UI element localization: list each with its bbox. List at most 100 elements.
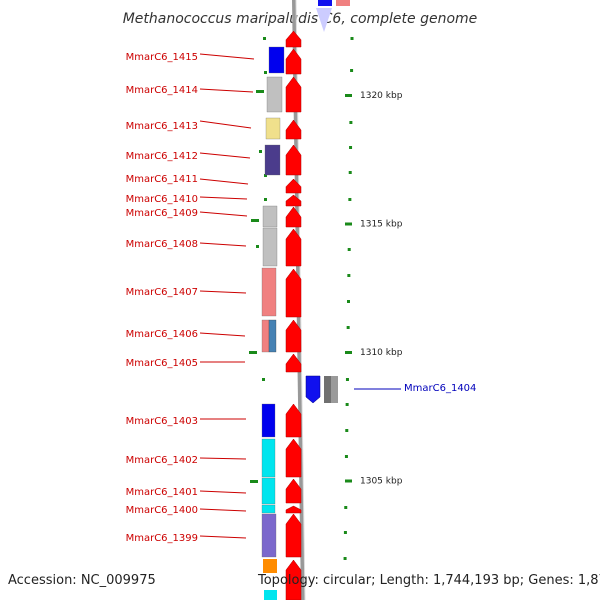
scale-tick-minor: [262, 378, 265, 381]
category-box-MmarC6_1401: [261, 477, 276, 505]
gene-label-MmarC6_1402: MmarC6_1402: [126, 455, 198, 466]
gene-label-MmarC6_1403: MmarC6_1403: [126, 416, 198, 427]
scale-tick-minor-long: [251, 219, 259, 222]
gene-label-MmarC6_1399: MmarC6_1399: [126, 533, 198, 544]
scale-tick-minor: [348, 198, 352, 201]
leader-line: [199, 457, 247, 460]
scale-tick-label: 1310 kbp: [360, 348, 403, 358]
category-box-MmarC6_1412: [264, 144, 281, 176]
gene-label-MmarC6_1406: MmarC6_1406: [126, 329, 198, 340]
gene-arrow-17: [285, 559, 302, 600]
category-box-MmarC6_1404-b: [331, 376, 338, 403]
scale-tick-minor: [345, 403, 349, 406]
gene-arrow-7: [285, 206, 302, 228]
gene-arrow-1: [285, 48, 302, 75]
scale-tick-major: [345, 222, 352, 226]
scale-tick-minor: [350, 69, 354, 72]
category-box-MmarC6_1399: [261, 513, 277, 558]
category-box-MmarC6_1406-b: [268, 319, 277, 353]
scale-tick-minor: [345, 378, 349, 381]
category-box-MmarC6_1400: [261, 504, 276, 514]
gene-label-MmarC6_1413: MmarC6_1413: [126, 121, 198, 132]
top-feature-arrow: [316, 8, 332, 32]
scale-tick-minor: [348, 171, 352, 174]
category-box-MmarC6_1402: [261, 438, 276, 478]
leader-line: [199, 152, 251, 159]
leader-line: [199, 290, 247, 294]
leader-line: [199, 178, 249, 185]
scale-tick-minor: [343, 557, 347, 560]
scale-tick-minor: [264, 198, 267, 201]
leader-line: [199, 535, 247, 539]
gene-arrow-5: [285, 178, 302, 194]
gene-arrow-MmarC6_1404: [305, 375, 321, 404]
scale-tick-minor: [343, 531, 347, 534]
category-box-MmarC6_1413: [265, 117, 281, 140]
gene-labels: MmarC6_1415 MmarC6_1414 MmarC6_1413 MmarC6_…: [126, 52, 477, 544]
leader-line: [199, 120, 252, 129]
gene-label-MmarC6_1411: MmarC6_1411: [126, 174, 198, 185]
gene-label-MmarC6_1404: MmarC6_1404: [404, 383, 476, 394]
gene-label-MmarC6_1400: MmarC6_1400: [126, 505, 198, 516]
scale-tick-minor: [347, 300, 350, 303]
category-box-orange: [263, 559, 277, 573]
scale-tick-minor: [347, 274, 351, 277]
scale-tick-minor: [350, 37, 354, 40]
leader-line: [199, 332, 246, 337]
scale-tick-minor: [346, 326, 350, 329]
gene-arrow-8: [285, 228, 302, 267]
scale-tick-minor: [347, 248, 351, 251]
gene-label-MmarC6_1414: MmarC6_1414: [126, 85, 198, 96]
gene-label-MmarC6_1410: MmarC6_1410: [126, 194, 198, 205]
scale-tick-minor-long: [249, 351, 257, 354]
scale-tick-minor-long: [256, 90, 264, 93]
gene-arrow-6: [285, 194, 302, 207]
gene-arrow-16: [285, 513, 302, 558]
category-box-MmarC6_1408: [262, 227, 278, 267]
category-box-MmarC6_1414: [266, 76, 283, 113]
category-box-MmarC6_1407: [261, 267, 277, 317]
category-box-cyan-bottom: [264, 590, 277, 600]
category-box-MmarC6_1409: [262, 205, 278, 228]
scale-tick-minor-long: [250, 480, 258, 483]
gene-arrow-12: [285, 403, 302, 438]
category-box-MmarC6_1406: [261, 319, 270, 353]
top-feature-pink: [336, 0, 350, 6]
gene-label-MmarC6_1415: MmarC6_1415: [126, 52, 198, 63]
gene-label-MmarC6_1412: MmarC6_1412: [126, 151, 198, 162]
leader-line: [199, 490, 247, 494]
scale-tick-minor: [344, 506, 348, 509]
scale-tick-major: [345, 351, 352, 354]
category-box-MmarC6_1404-a: [324, 376, 331, 403]
scale-tick-label: 1305 kbp: [360, 477, 403, 487]
gene-label-MmarC6_1407: MmarC6_1407: [126, 287, 198, 298]
leader-line: [199, 508, 247, 512]
leader-line: [199, 211, 248, 217]
scale-tick-minor: [344, 455, 348, 458]
accession-text: Accession: NC_009975: [8, 573, 156, 588]
gene-label-MmarC6_1409: MmarC6_1409: [126, 208, 198, 219]
leader-line: [199, 53, 255, 60]
category-box-MmarC6_1415: [268, 46, 285, 74]
map-title: Methanococcus maripaludis C6, complete g…: [123, 11, 478, 27]
top-feature-blue: [318, 0, 332, 6]
scale-tick-minor: [264, 71, 267, 74]
gene-arrow-13: [285, 438, 302, 478]
scale-tick-minor: [349, 121, 353, 124]
category-box-MmarC6_1403: [261, 403, 276, 438]
leader-line: [199, 242, 247, 247]
scale-tick-minor: [259, 150, 262, 153]
scale-tick-minor: [345, 429, 349, 432]
gene-arrow-9: [285, 268, 302, 318]
scale-tick-minor: [263, 37, 266, 40]
leader-line: [199, 88, 254, 93]
gene-label-MmarC6_1408: MmarC6_1408: [126, 239, 198, 250]
gene-arrow-10: [285, 319, 302, 353]
scale-tick-minor: [256, 245, 259, 248]
gene-arrow-11: [285, 353, 302, 373]
gene-features: [261, 0, 350, 600]
gene-arrow-15: [285, 505, 302, 514]
scale-tick-label: 1315 kbp: [360, 220, 403, 230]
scale-tick-label: 1320 kbp: [360, 91, 403, 101]
